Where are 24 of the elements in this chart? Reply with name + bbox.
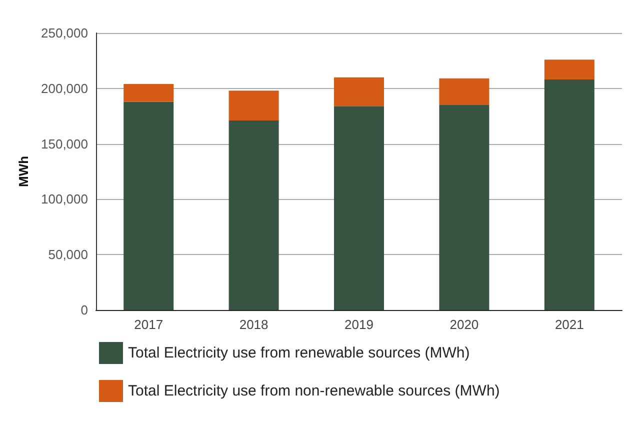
bar bbox=[334, 77, 384, 106]
bar bbox=[228, 120, 279, 310]
x-tick-label: 2020 bbox=[450, 317, 479, 332]
y-tick-label: 200,000 bbox=[41, 80, 88, 96]
x-tick-label: 2019 bbox=[344, 317, 374, 332]
bar bbox=[124, 102, 174, 310]
y-tick-label: 150,000 bbox=[41, 136, 88, 152]
bar bbox=[544, 60, 594, 80]
y-tick-label: 0 bbox=[80, 302, 88, 318]
bar bbox=[124, 84, 174, 102]
y-tick-label: 50,000 bbox=[48, 247, 88, 262]
bar bbox=[439, 105, 490, 310]
bar bbox=[228, 90, 279, 121]
bar bbox=[439, 78, 490, 106]
x-tick-label: 2018 bbox=[239, 317, 268, 332]
y-axis-title: MWh bbox=[16, 156, 32, 188]
legend-label: Total Electricity use from non-renewable sources (MWh) bbox=[128, 382, 500, 400]
y-tick-label: 100,000 bbox=[41, 192, 88, 207]
bar bbox=[334, 106, 384, 310]
x-tick-label: 2021 bbox=[554, 317, 584, 332]
x-tick-label: 2017 bbox=[134, 317, 164, 332]
bar bbox=[544, 80, 594, 310]
y-tick-label: 250,000 bbox=[41, 26, 88, 40]
legend-label: Total Electricity use from renewable sources (MWh) bbox=[128, 344, 470, 362]
